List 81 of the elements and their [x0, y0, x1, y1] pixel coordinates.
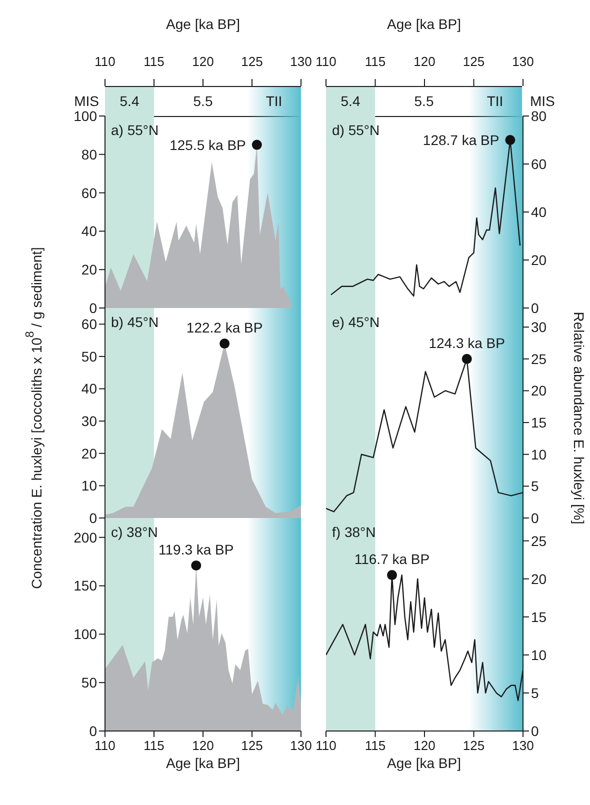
annotation: 119.3 ka BP [158, 541, 234, 558]
y-tick-label: 10 [81, 478, 98, 494]
annotation: 125.5 ka BP [170, 136, 246, 153]
y-tick-label: 25 [531, 532, 547, 549]
y-tick-label: 0 [89, 510, 98, 526]
y-tick-label: 25 [531, 350, 547, 367]
x-tick-label: 115 [144, 738, 164, 754]
y-tick-label: 20 [81, 445, 98, 462]
y-tick-label: 50 [81, 674, 98, 691]
x-tick-label: 110 [316, 738, 336, 754]
band-label: TII [264, 93, 284, 109]
y-tick-label: 60 [531, 156, 547, 172]
y-tick-label: 100 [74, 108, 98, 124]
y-tick-label: 60 [81, 184, 98, 201]
x-tick-label: 120 [192, 54, 214, 69]
x-tick-label: 125 [462, 738, 485, 754]
y-tick-label: 20 [531, 382, 547, 399]
y-tick-label: 15 [531, 414, 547, 431]
x-tick-label: 110 [316, 54, 336, 69]
y-tick-label: 40 [81, 223, 98, 240]
band-label: TII [486, 93, 504, 109]
text: MIS [530, 93, 555, 109]
y-tick-label: 5 [531, 478, 539, 494]
x-tick-label: 115 [364, 54, 386, 69]
x-tick-label: 115 [364, 738, 386, 754]
y-tick-label: 0 [89, 722, 98, 739]
band-label: 5.4 [340, 93, 362, 109]
y-tick-label: 30 [81, 413, 98, 430]
y-tick-label: 0 [531, 722, 539, 739]
y-tick-label: 60 [81, 316, 98, 332]
x-tick-label: 115 [144, 54, 164, 69]
chart-title: b) 45°N [111, 314, 159, 330]
x-axis-title: Age [ka BP] [165, 755, 241, 771]
x-tick-label: 120 [414, 738, 436, 754]
x-tick-label: 130 [290, 738, 312, 754]
x-tick-label: 125 [241, 54, 263, 69]
annotation: 116.7 ka BP [354, 551, 430, 568]
band-label: 5.4 [118, 93, 140, 109]
y-tick-label: 15 [531, 608, 547, 625]
annotation: 124.3 ka BP [428, 334, 505, 351]
text: e) 45°N [332, 314, 380, 330]
y-tick-label: 50 [81, 348, 98, 364]
y-tick-label: 80 [81, 146, 98, 162]
y-tick-label: 100 [74, 626, 98, 642]
text: 5.5 [193, 93, 213, 109]
y-tick-label: 150 [74, 578, 98, 594]
annotation: 122.2 ka BP [186, 320, 263, 336]
x-tick-label: 125 [241, 738, 263, 754]
y-tick-label: 0 [531, 510, 539, 526]
y-tick-label: 0 [531, 300, 539, 316]
x-tick-label: 130 [512, 738, 534, 754]
y-tick-label: 20 [531, 570, 547, 587]
x-tick-label: 130 [512, 54, 534, 69]
y-tick-label: 80 [531, 108, 547, 124]
y-tick-label: 20 [81, 262, 98, 278]
text: MIS [74, 93, 99, 109]
y-tick-label: 5 [531, 684, 539, 701]
x-tick-label: 120 [192, 738, 214, 754]
y-axis-title: Relative abundance E. huxleyi [%] [571, 312, 587, 524]
y-tick-label: 30 [531, 319, 547, 336]
x-tick-label: 110 [94, 738, 116, 754]
text: f) 38°N [332, 524, 376, 540]
x-tick-label: 120 [414, 54, 436, 69]
y-tick-label: 40 [81, 380, 98, 397]
x-axis-title: Age [ka BP] [386, 755, 462, 771]
y-tick-label: 40 [531, 204, 547, 220]
text: 5.5 [414, 93, 434, 109]
y-tick-label: 0 [89, 300, 98, 316]
y-tick-label: 200 [74, 529, 98, 546]
chart-title: c) 38°N [111, 524, 158, 540]
x-axis-title: Age [ka BP] [386, 16, 462, 32]
x-tick-label: 110 [94, 54, 116, 69]
y-tick-label: 20 [531, 252, 547, 268]
chart-title: d) 55°N [332, 122, 380, 138]
y-tick-label: 10 [531, 646, 547, 663]
annotation: 128.7 ka BP [422, 132, 500, 148]
x-axis-title: Age [ka BP] [165, 16, 241, 32]
chart-title: a) 55°N [111, 122, 159, 138]
x-tick-label: 130 [290, 54, 312, 69]
y-tick-label: 10 [531, 446, 547, 462]
x-tick-label: 125 [462, 54, 485, 69]
